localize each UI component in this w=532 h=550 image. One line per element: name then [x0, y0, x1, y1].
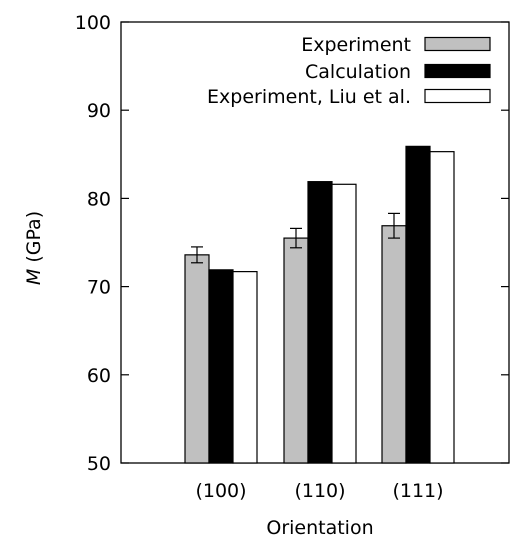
bar-1-1 [184, 254, 210, 464]
y-axis-title: M (GPa) [23, 211, 45, 285]
y-axis-title-symbol: M [23, 269, 45, 285]
x-category-label: (100) [195, 480, 246, 502]
bar-3-2 [331, 183, 357, 464]
y-tick-label: 80 [87, 188, 111, 210]
x-category-label: (111) [392, 480, 443, 502]
x-axis-title: Orientation [266, 517, 373, 539]
bar-3-3 [429, 151, 455, 464]
bar-1-2 [283, 237, 309, 464]
x-category-label: (110) [294, 480, 345, 502]
legend-label-1: Experiment [301, 34, 411, 56]
legend: Experiment Calculation Experiment, Liu et … [207, 34, 491, 108]
bar-3-1 [232, 271, 258, 464]
legend-swatch-2 [424, 63, 491, 79]
legend-label-2: Calculation [305, 61, 411, 83]
legend-swatch-3 [424, 88, 491, 104]
bar-2-2 [307, 181, 333, 464]
y-tick-label: 90 [87, 100, 111, 122]
y-tick-label: 60 [87, 365, 111, 387]
bar-1-3 [381, 225, 407, 464]
x-axis: (100) (110) (111) [195, 480, 443, 502]
legend-swatch-1 [424, 36, 491, 52]
bar-2-3 [405, 145, 431, 464]
legend-label-3: Experiment, Liu et al. [207, 86, 411, 108]
y-tick-label: 100 [75, 12, 111, 34]
y-axis: 50 60 70 80 90 100 [75, 12, 509, 475]
y-axis-title-unit: (GPa) [23, 211, 45, 269]
bar-2-1 [208, 269, 234, 464]
y-tick-label: 70 [87, 277, 111, 299]
bars [184, 145, 455, 464]
y-tick-label: 50 [87, 453, 111, 475]
